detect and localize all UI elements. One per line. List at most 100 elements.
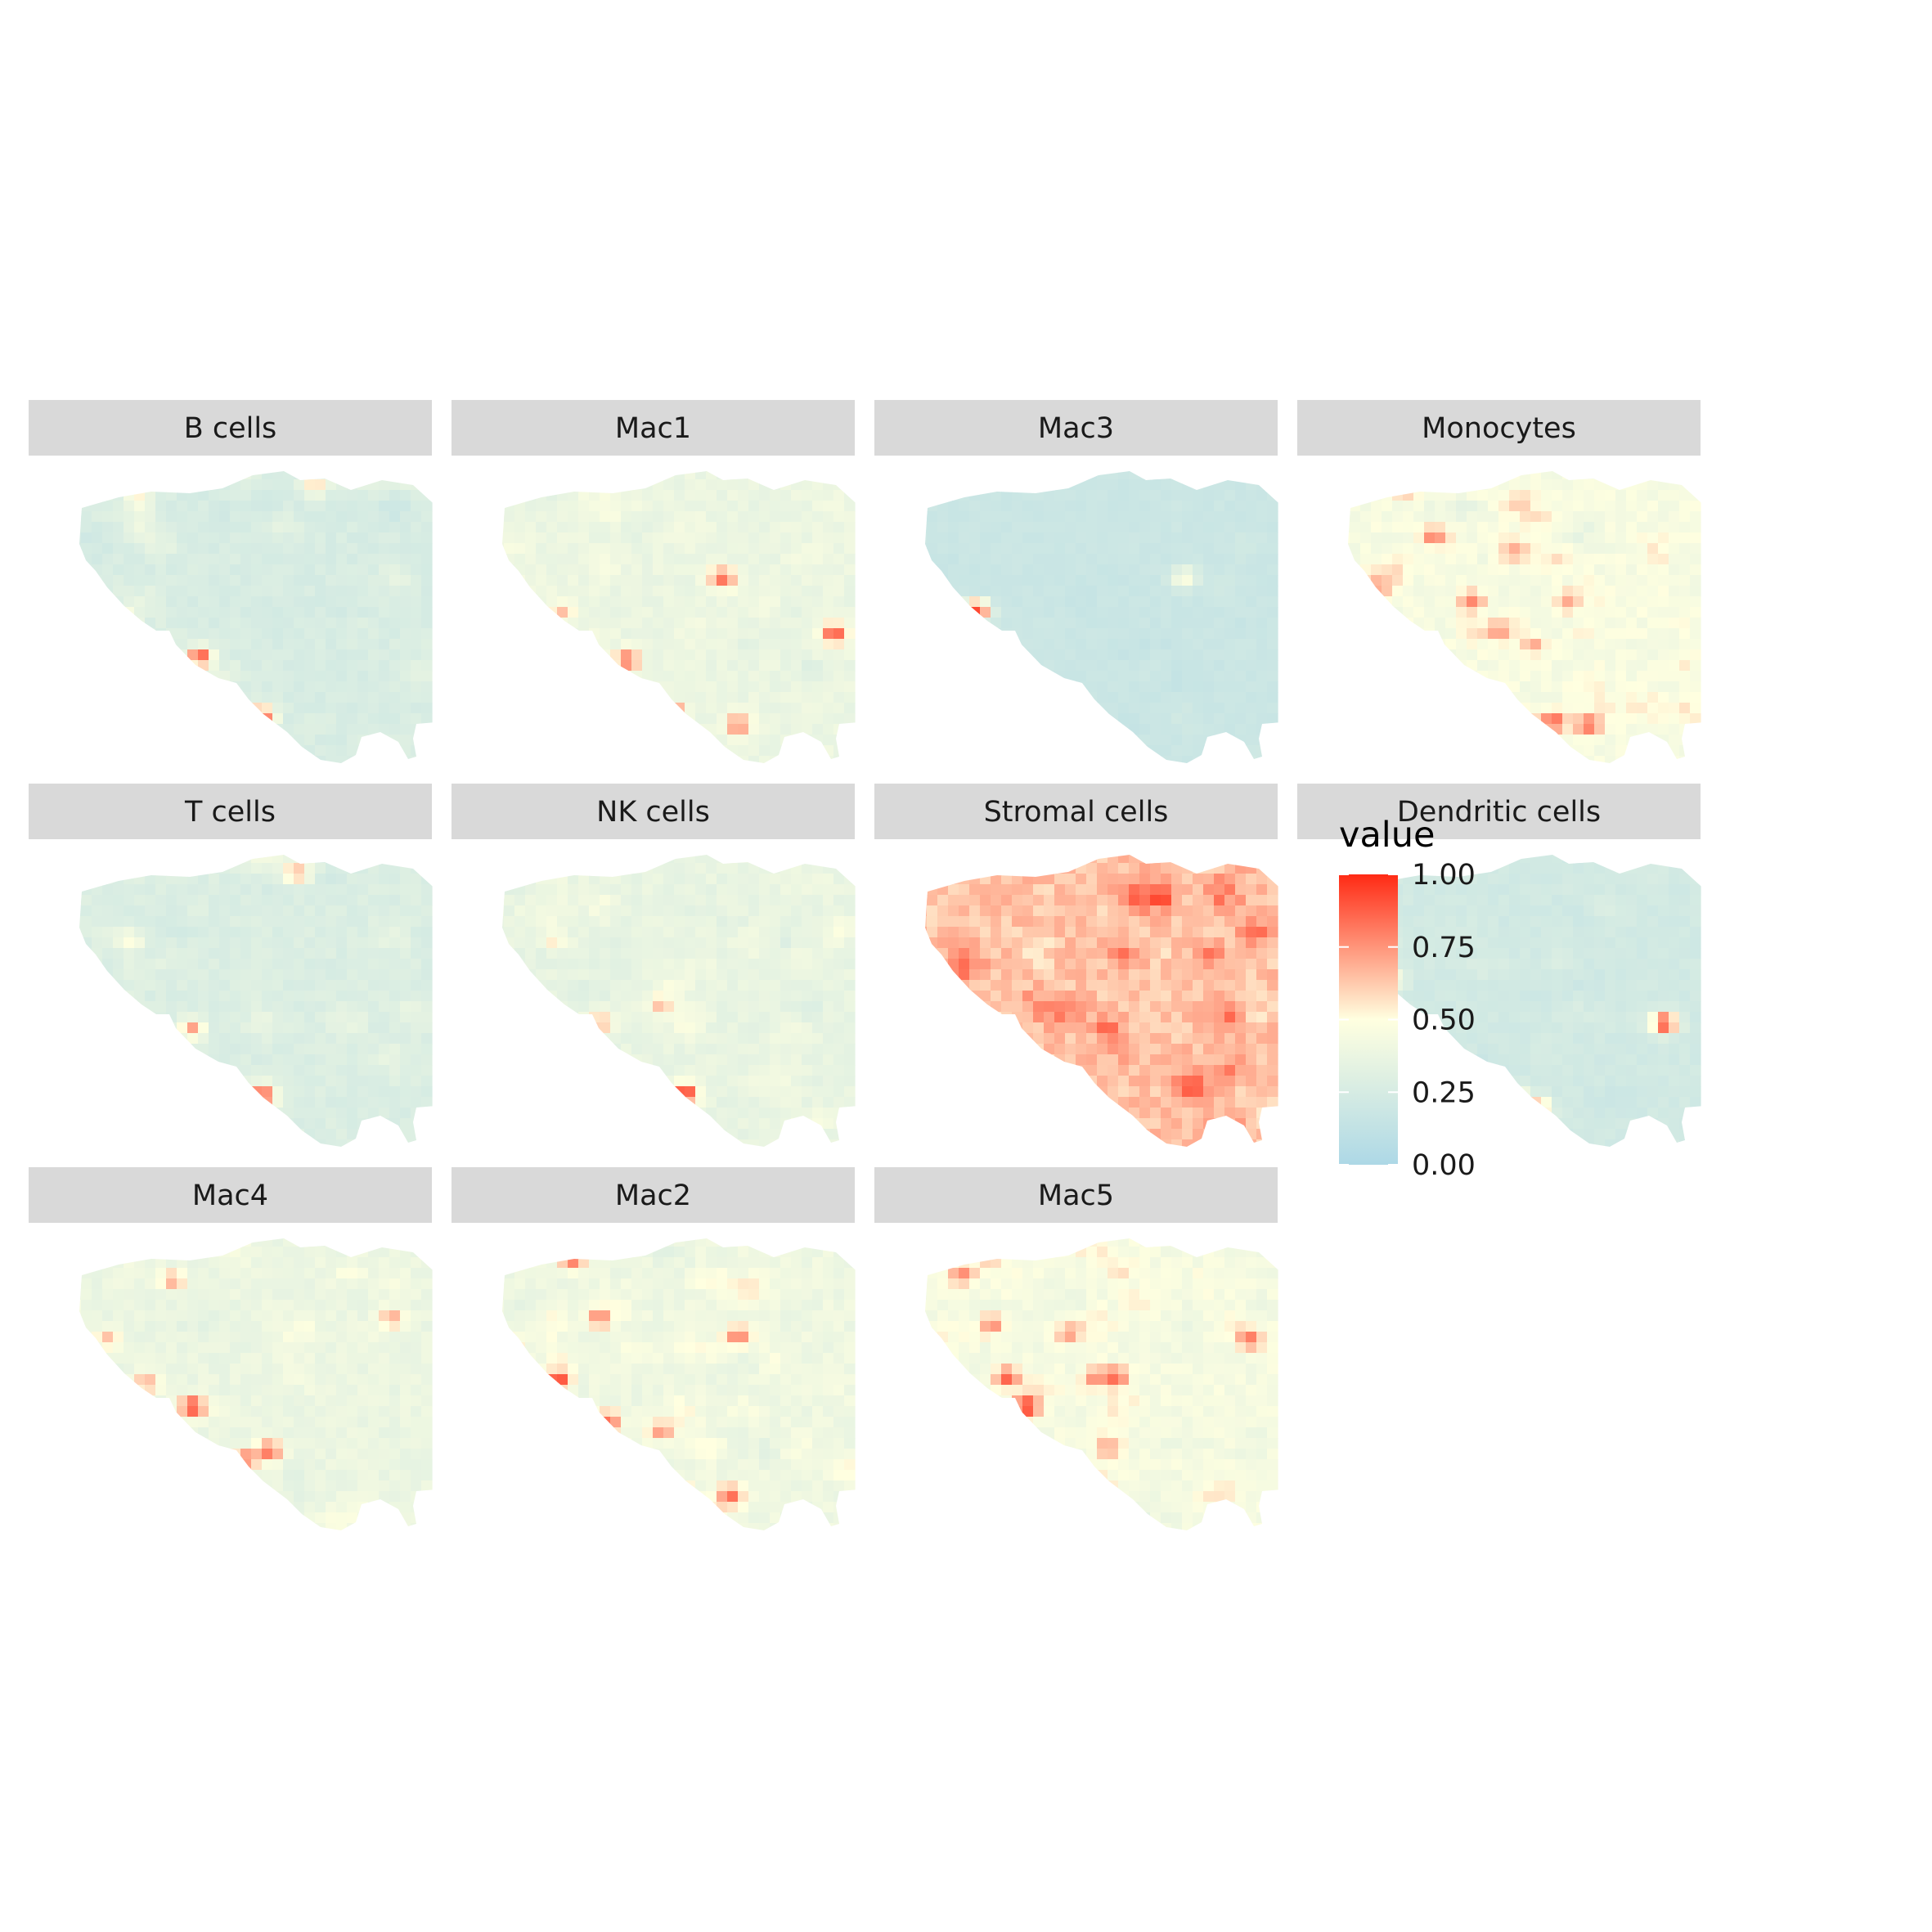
heatmap-tile: [991, 575, 1002, 586]
heatmap-tile: [1033, 511, 1045, 523]
heatmap-tile: [812, 639, 824, 650]
heatmap-tile: [1360, 692, 1372, 703]
heatmap-tile: [1360, 649, 1372, 661]
heatmap-tile: [472, 543, 483, 555]
heatmap-tile: [411, 639, 422, 650]
heatmap-tile: [1256, 490, 1268, 501]
heatmap-tile: [400, 969, 411, 981]
heatmap-tile: [748, 586, 760, 597]
heatmap-tile: [357, 607, 369, 618]
heatmap-tile: [230, 554, 241, 565]
heatmap-tile: [379, 991, 390, 1002]
heatmap-tile: [948, 756, 959, 763]
heatmap-tile: [155, 703, 167, 714]
heatmap-tile: [1108, 596, 1119, 608]
heatmap-tile: [833, 745, 845, 757]
heatmap-tile: [60, 863, 71, 874]
heatmap-tile: [1637, 586, 1648, 597]
heatmap-tile: [695, 681, 707, 693]
heatmap-tile: [1267, 671, 1278, 682]
heatmap-tile: [514, 596, 526, 608]
heatmap-tile: [1267, 703, 1278, 714]
heatmap-tile: [1658, 575, 1669, 586]
heatmap-tile: [134, 1022, 146, 1034]
heatmap-tile: [357, 692, 369, 703]
heatmap-tile: [1022, 756, 1034, 763]
heatmap-tile: [1054, 471, 1066, 480]
heatmap-tile: [1392, 575, 1404, 586]
heatmap-tile: [145, 586, 156, 597]
heatmap-tile: [1193, 586, 1204, 597]
heatmap-tile: [1203, 671, 1215, 682]
heatmap-tile: [240, 937, 252, 949]
heatmap-tile: [272, 895, 284, 906]
heatmap-tile: [1445, 671, 1457, 682]
heatmap-tile: [1360, 511, 1372, 523]
heatmap-tile: [1150, 596, 1161, 608]
heatmap-tile: [294, 586, 305, 597]
heatmap-tile: [578, 575, 590, 586]
heatmap-tile: [60, 532, 71, 544]
heatmap-tile: [400, 501, 411, 512]
heatmap-tile: [1171, 618, 1183, 629]
heatmap-tile: [230, 948, 241, 959]
heatmap-tile: [113, 863, 124, 874]
heatmap-tile: [1318, 564, 1329, 576]
heatmap-tile: [368, 863, 380, 874]
heatmap-tile: [502, 692, 505, 703]
heatmap-tile: [536, 703, 547, 714]
heatmap-tile: [336, 1065, 348, 1076]
heatmap-tile: [578, 596, 590, 608]
heatmap-tile: [336, 991, 348, 1002]
heatmap-tile: [1679, 745, 1691, 757]
heatmap-tile: [1012, 522, 1023, 533]
heatmap-tile: [304, 671, 316, 682]
heatmap-tile: [1382, 564, 1393, 576]
heatmap-tile: [770, 554, 781, 565]
heatmap-tile: [155, 671, 167, 682]
heatmap-tile: [1520, 471, 1531, 480]
heatmap-tile: [514, 586, 526, 597]
heatmap-tile: [1086, 490, 1098, 501]
heatmap-tile: [1413, 660, 1425, 672]
heatmap-tile: [642, 735, 654, 746]
heatmap-tile: [717, 628, 728, 640]
heatmap-tile: [959, 586, 970, 597]
heatmap-tile: [1584, 713, 1595, 725]
heatmap-tile: [1054, 564, 1066, 576]
heatmap-tile: [1348, 618, 1350, 629]
heatmap-tile: [1605, 575, 1616, 586]
heatmap-tile: [219, 639, 231, 650]
heatmap-tile: [272, 501, 284, 512]
heatmap-tile: [1552, 511, 1563, 523]
heatmap-tile: [461, 564, 473, 576]
heatmap-tile: [155, 1076, 167, 1087]
heatmap-tile: [1520, 756, 1531, 763]
heatmap-tile: [833, 724, 845, 735]
heatmap-tile: [187, 607, 199, 618]
heatmap-tile: [1203, 554, 1215, 565]
heatmap-tile: [1350, 703, 1361, 714]
heatmap-tile: [1456, 596, 1467, 608]
heatmap-tile: [379, 543, 390, 555]
heatmap-tile: [1076, 649, 1087, 661]
heatmap-tile: [272, 532, 284, 544]
heatmap-tile: [166, 745, 177, 757]
heatmap-tile: [240, 991, 252, 1002]
heatmap-tile: [1530, 681, 1542, 693]
heatmap-tile: [642, 756, 654, 763]
heatmap-tile: [421, 874, 433, 885]
heatmap-tile: [621, 607, 632, 618]
heatmap-tile: [400, 863, 411, 874]
heatmap-tile: [536, 471, 547, 480]
heatmap-tile: [589, 490, 600, 501]
heatmap-tile: [1307, 660, 1319, 672]
heatmap-tile: [695, 575, 707, 586]
heatmap-tile: [92, 607, 103, 618]
heatmap-tile: [1445, 575, 1457, 586]
heatmap-tile: [1318, 735, 1329, 746]
heatmap-tile: [240, 639, 252, 650]
heatmap-tile: [1150, 671, 1161, 682]
heatmap-tile: [727, 756, 739, 763]
heatmap-tile: [823, 660, 834, 672]
